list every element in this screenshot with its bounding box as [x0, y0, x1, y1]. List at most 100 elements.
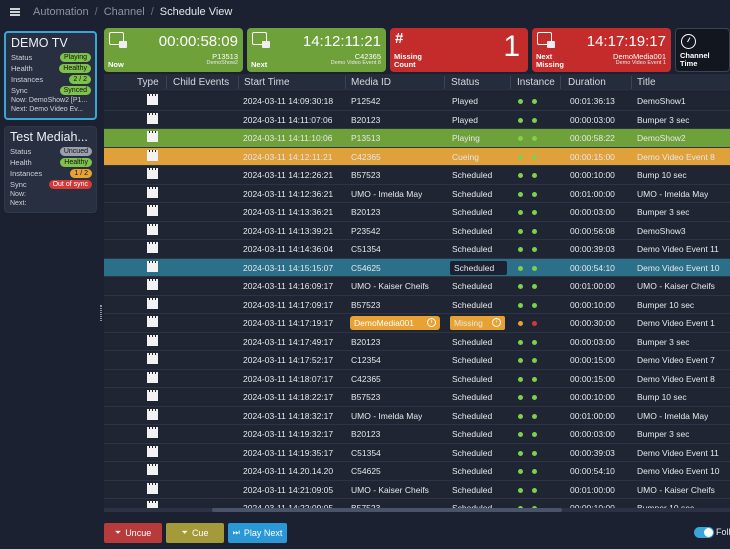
- status-cell: Scheduled: [452, 207, 493, 217]
- play-next-button[interactable]: ⏭ Play Next: [228, 523, 287, 543]
- horizontal-scrollbar[interactable]: [104, 508, 730, 512]
- instance-status-dot: [518, 358, 523, 363]
- instance-status-dot: [532, 154, 537, 160]
- start-time-cell: 2024-03-11 14:12:26:21: [243, 170, 334, 180]
- table-row[interactable]: 2024-03-11 14:18:22:17 B57523 Scheduled 00:…: [104, 388, 730, 407]
- table-row[interactable]: 2024-03-11 14:16:09:17 UMO - Kaiser Cheif…: [104, 277, 730, 296]
- table-row[interactable]: 2024-03-11 14:11:07:06 B20123 Played 00:00:…: [104, 110, 730, 129]
- table-row[interactable]: 2024-03-11 14:12:36:21 UMO - Imelda May Sc…: [104, 184, 730, 203]
- table-row[interactable]: 2024-03-11 14:17:49:17 B20123 Scheduled 00:…: [104, 332, 730, 351]
- health-badge: Healthy: [60, 158, 92, 167]
- instance-status-dot: [532, 432, 537, 437]
- clapperboard-icon: [147, 223, 158, 235]
- table-row[interactable]: 2024-03-11 14:19:32:17 B20123 Scheduled 00:…: [104, 425, 730, 444]
- info-icon[interactable]: i: [492, 318, 501, 327]
- title-cell: UMO - Kaiser Cheifs: [637, 281, 715, 291]
- duration-cell: 00:00:30:00: [570, 318, 615, 328]
- breadcrumb-channel[interactable]: Channel: [103, 6, 145, 18]
- table-row[interactable]: 2024-03-11 14:15:15:07 C54625 Scheduled 00:…: [104, 258, 730, 277]
- next-timecode: 14:12:11:21: [302, 33, 381, 50]
- missing-count-label: Missing Count: [394, 53, 422, 69]
- instance-status-dot: [518, 117, 523, 123]
- start-time-cell: 2024-03-11 14:16:09:17: [243, 281, 334, 291]
- col-status[interactable]: Status: [451, 77, 480, 88]
- status-cell: Scheduled: [452, 299, 493, 310]
- duration-cell: 00:00:39:03: [570, 447, 615, 458]
- table-row[interactable]: 2024-03-11 14:12:11:21 C42365 Cueing 00:00:…: [104, 147, 730, 166]
- col-media-id[interactable]: Media ID: [351, 77, 392, 88]
- col-type[interactable]: Type: [137, 77, 159, 88]
- title-cell: DemoShow3: [637, 225, 686, 236]
- status-cell: Scheduled: [452, 281, 493, 291]
- status-label: Status: [11, 53, 33, 62]
- now-line: Now:: [10, 190, 92, 199]
- top-bar: Automation / Channel / Schedule View: [0, 0, 730, 24]
- status-cell: Cueing: [452, 151, 479, 162]
- media-id-cell: C12354: [351, 355, 381, 365]
- start-time-cell: 2024-03-11 14:12:11:21: [243, 151, 333, 162]
- uncue-button[interactable]: ⏷ Uncue: [104, 523, 162, 543]
- table-row[interactable]: 2024-03-11 14:17:09:17 B57523 Scheduled 00:…: [104, 295, 730, 314]
- media-id-text: DemoMedia001: [354, 318, 415, 328]
- instance-status-dot: [518, 191, 523, 197]
- table-row[interactable]: 2024-03-11 14:21:09:05 UMO - Kaiser Cheif…: [104, 480, 730, 499]
- next-media-id: C42365: [354, 52, 381, 61]
- instance-status-dot: [518, 136, 523, 141]
- cue-button[interactable]: ⏷ Cue: [166, 523, 224, 543]
- follow-toggle[interactable]: [694, 527, 714, 538]
- instance-status-dot: [518, 432, 523, 437]
- scrollbar-thumb[interactable]: [212, 508, 562, 512]
- table-row[interactable]: 2024-03-11 14.20.14.20 C54625 Scheduled 00:…: [104, 462, 730, 481]
- missing-label-line2: Count: [394, 60, 416, 69]
- col-duration[interactable]: Duration: [568, 77, 606, 88]
- health-row: Health Healthy: [10, 157, 92, 168]
- status-cell: Scheduled: [452, 484, 493, 495]
- status-text: Missing: [454, 318, 483, 328]
- duration-cell: 00:00:10:00: [570, 503, 615, 512]
- table-row[interactable]: 2024-03-11 14:09:30:18 P12542 Played 00:01:…: [104, 92, 730, 111]
- drag-handle-icon[interactable]: [100, 305, 102, 321]
- start-time-cell: 2024-03-11 14:15:15:07: [243, 262, 334, 273]
- status-cell: Scheduled: [452, 466, 493, 476]
- col-instance[interactable]: Instance: [517, 77, 555, 88]
- col-start-time[interactable]: Start Time: [244, 77, 290, 88]
- play-next-icon: ⏭: [232, 528, 240, 537]
- table-row[interactable]: 2024-03-11 14:17:52:17 C12354 Scheduled 00:…: [104, 351, 730, 370]
- panel-splitter[interactable]: [100, 27, 104, 517]
- table-row[interactable]: 2024-03-11 14:13:36:21 B20123 Scheduled 00:…: [104, 203, 730, 222]
- breadcrumb-automation[interactable]: Automation: [33, 6, 89, 18]
- instance-status-dot: [518, 173, 523, 178]
- table-row[interactable]: 2024-03-11 14:12:26:21 B57523 Scheduled 00:…: [104, 166, 730, 185]
- hamburger-menu-icon[interactable]: [0, 0, 30, 24]
- start-time-cell: 2024-03-11 14:21:09:05: [243, 484, 334, 495]
- channel-card-demo-tv[interactable]: DEMO TV Status Playing Health Healthy Inst…: [4, 31, 97, 120]
- info-icon[interactable]: i: [427, 318, 436, 327]
- clapperboard-icon: [147, 149, 158, 161]
- channel-card-test-mediahub[interactable]: Test Mediah... Status Uncued Health Health…: [4, 126, 97, 213]
- clapperboard-icon: [147, 297, 158, 309]
- duration-cell: 00:00:10:00: [570, 392, 615, 402]
- col-title[interactable]: Title: [637, 77, 656, 88]
- table-row[interactable]: 2024-03-11 14:11:10:06 P13513 Playing 00:00…: [104, 129, 730, 148]
- instance-status-dot: [532, 284, 537, 289]
- missing-count-tile: # Missing Count 1: [390, 28, 528, 72]
- next-value: Demo Video Ev...: [29, 106, 84, 113]
- breadcrumb-separator: /: [150, 6, 154, 18]
- duration-cell: 00:00:15:00: [570, 151, 615, 162]
- table-row[interactable]: 2024-03-11 14:17:19:17 DemoMedia001 i Missi…: [104, 314, 730, 333]
- table-row[interactable]: 2024-03-11 14:13:39:21 P23542 Scheduled 00:…: [104, 221, 730, 240]
- table-row[interactable]: 2024-03-11 14:18:32:17 UMO - Imelda May Sc…: [104, 406, 730, 425]
- table-row[interactable]: 2024-03-11 14:18:07:17 C42365 Scheduled 00:…: [104, 369, 730, 388]
- channel-time-label: Channel Time: [680, 52, 710, 68]
- table-row[interactable]: 2024-03-11 14:14:36:04 C51354 Scheduled 00:…: [104, 240, 730, 259]
- play-next-label: Play Next: [243, 528, 283, 538]
- next-missing-media-icon: [537, 32, 555, 48]
- health-label: Health: [10, 158, 32, 167]
- clapperboard-icon: [147, 94, 158, 105]
- now-timecode: 00:00:58:09: [158, 33, 238, 50]
- col-child-events[interactable]: Child Events: [173, 77, 230, 88]
- media-id-cell: C51354: [351, 244, 381, 254]
- health-label: Health: [11, 64, 33, 73]
- column-divider: [444, 76, 445, 89]
- table-row[interactable]: 2024-03-11 14:19:35:17 C51354 Scheduled 00:…: [104, 443, 730, 462]
